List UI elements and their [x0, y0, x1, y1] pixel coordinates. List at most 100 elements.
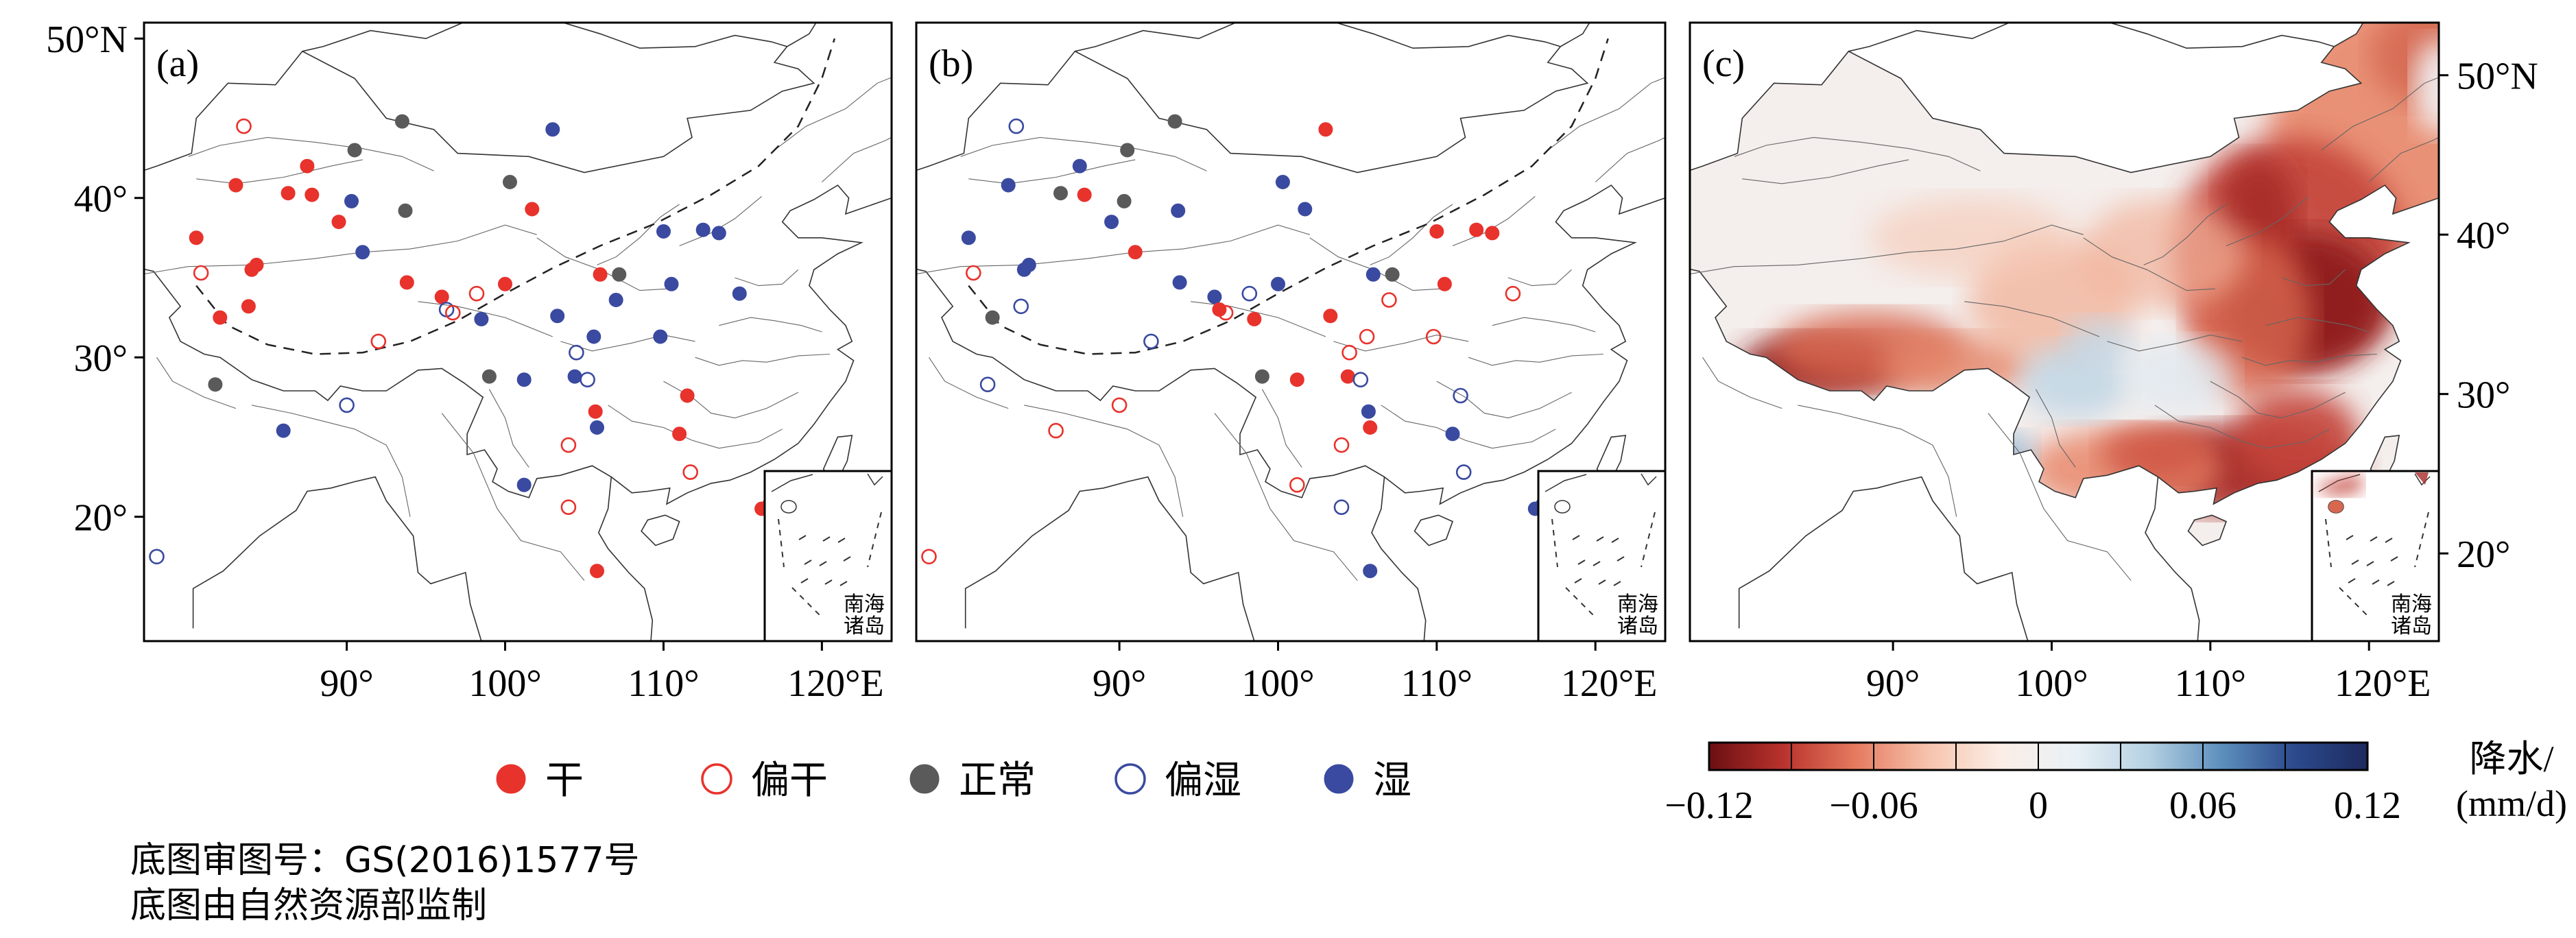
province-boundary — [695, 353, 830, 366]
station-marker-slightly-dry — [1425, 328, 1442, 345]
legend-marker — [1324, 764, 1354, 794]
station-marker-wet — [276, 423, 291, 438]
station-marker-dry — [241, 299, 256, 314]
station-marker-dry — [1437, 276, 1452, 291]
hainan-coast — [2187, 514, 2228, 546]
station-marker-dry — [1469, 222, 1484, 237]
station-marker-wet — [545, 122, 560, 137]
inset-label: 南海 — [844, 593, 885, 616]
province-boundary — [2210, 381, 2346, 419]
anomaly-patch — [2064, 317, 2134, 365]
station-marker-slightly-wet — [569, 344, 584, 361]
station-marker-slightly-wet — [1013, 298, 1029, 315]
colorbar-tick-label: 0.12 — [2334, 784, 2401, 827]
province-boundary — [2265, 317, 2370, 333]
station-marker-dry — [1429, 224, 1444, 239]
province-boundary — [1492, 317, 1596, 333]
lon-tick-label: 120°E — [2335, 662, 2431, 705]
station-marker-wet — [516, 477, 532, 492]
station-marker-wet — [608, 293, 623, 307]
province-boundary — [929, 357, 1009, 409]
coastline — [1738, 476, 2029, 641]
coastline — [2520, 293, 2560, 338]
province-boundary — [2083, 237, 2215, 291]
province-boundary — [2281, 269, 2346, 287]
station-marker-normal — [1254, 369, 1269, 384]
station-marker-dry — [1363, 420, 1378, 435]
station-marker-dry — [1289, 372, 1304, 387]
station-marker-wet — [1104, 215, 1119, 230]
station-marker-wet — [1171, 203, 1186, 218]
station-marker-normal — [1120, 143, 1135, 158]
legend-item-slightly-dry: 偏干 — [701, 758, 828, 803]
colorbar-tick-label: 0.06 — [2169, 784, 2237, 827]
station-marker-slightly-dry — [444, 304, 461, 321]
legend: 干 偏干 正常 偏湿 湿 — [496, 758, 1411, 803]
legend-label: 湿 — [1373, 758, 1411, 803]
station-marker-dry — [331, 215, 346, 230]
inset-label: 诸岛 — [2391, 615, 2432, 638]
station-marker-dry — [249, 257, 264, 272]
lat-tick-label-left: 20° — [74, 497, 128, 540]
station-marker-dry — [213, 310, 228, 325]
province-boundary — [2368, 136, 2439, 182]
station-marker-slightly-dry — [921, 549, 937, 565]
colorbar-tick-label: 0 — [2029, 784, 2048, 827]
province-boundary — [1214, 413, 1358, 581]
station-marker-dry — [593, 267, 608, 282]
province-boundary — [1507, 269, 1572, 287]
station-marker-slightly-wet — [580, 372, 595, 388]
colorbar-title-line2: (mm/d) — [2456, 783, 2567, 824]
lat-tick-label-right: 30° — [2457, 374, 2510, 417]
legend-label: 偏干 — [751, 758, 828, 803]
station-marker-dry — [189, 230, 204, 245]
station-marker-slightly-dry — [236, 118, 252, 134]
station-marker-slightly-wet — [149, 549, 165, 565]
province-boundary — [1595, 136, 1665, 182]
province-boundary — [2143, 204, 2227, 265]
station-marker-normal — [985, 310, 1000, 325]
coastline — [0, 461, 102, 628]
station-marker-wet — [1172, 275, 1187, 290]
station-marker-wet — [1361, 404, 1376, 419]
station-marker-dry — [1077, 187, 1092, 202]
lon-tick-label: 110° — [2175, 662, 2246, 705]
station-marker-dry — [498, 276, 512, 291]
legend-marker — [909, 764, 940, 794]
station-marker-wet — [550, 309, 565, 324]
panel-label: (b) — [929, 43, 973, 85]
inset-label: 南海 — [2391, 593, 2432, 616]
station-marker-dry — [588, 404, 603, 419]
station-marker-normal — [1167, 114, 1182, 129]
station-marker-wet — [1298, 202, 1313, 217]
province-boundary — [719, 317, 822, 333]
station-marker-wet — [590, 420, 604, 435]
station-marker-wet — [656, 224, 671, 239]
station-marker-slightly-dry — [966, 265, 981, 281]
coastline — [597, 477, 654, 641]
coastline — [1075, 23, 1561, 52]
station-marker-dry — [228, 178, 243, 193]
station-marker-dry — [672, 426, 687, 442]
legend-label: 干 — [545, 758, 584, 803]
station-marker-wet — [1001, 178, 1016, 193]
station-marker-normal — [612, 267, 627, 282]
station-marker-slightly-wet — [1455, 464, 1472, 480]
station-marker-dry — [300, 158, 315, 173]
province-boundary — [597, 204, 680, 265]
station-marker-slightly-dry — [682, 464, 699, 480]
station-marker-wet — [711, 226, 726, 241]
province-boundary — [2107, 335, 2243, 352]
coastline — [1848, 23, 2335, 52]
coastline — [1371, 477, 1427, 641]
province-boundary — [2154, 405, 2330, 449]
lon-tick-label: 120°E — [1561, 662, 1658, 705]
lon-tick-label: 100° — [468, 662, 541, 705]
anomaly-patch — [2413, 38, 2439, 134]
province-boundary — [1702, 357, 1782, 409]
station-marker-dry — [1318, 122, 1333, 137]
station-marker-slightly-wet — [1143, 333, 1159, 350]
station-marker-wet — [586, 329, 601, 344]
